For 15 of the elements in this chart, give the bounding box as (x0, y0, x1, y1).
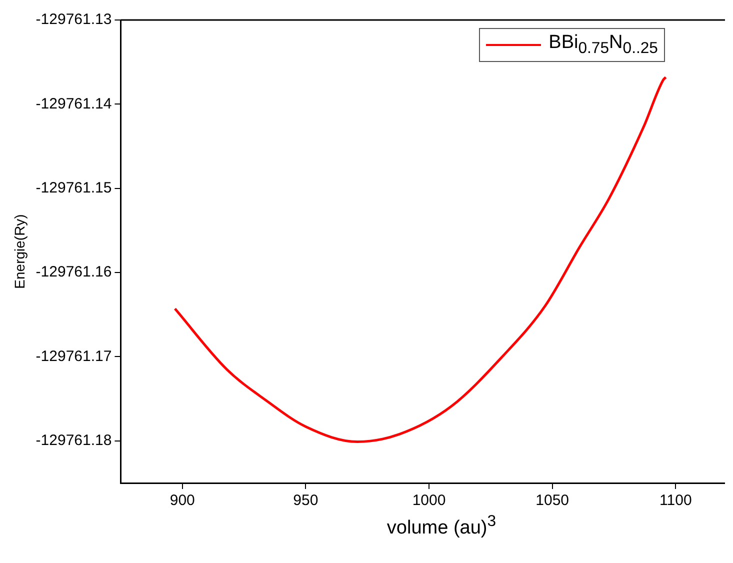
y-tick-label: -129761.16 (36, 264, 112, 281)
y-axis-title: Energie(Ry) (11, 214, 28, 289)
x-axis-title: volume (au)$^{3}$ (386, 513, 498, 540)
x-tick-label: 1100 (660, 492, 692, 510)
line-series (174, 76, 668, 443)
y-tick-label: -129761.17 (36, 348, 112, 365)
legend-label: BBi$_{0.75}$N$_{0..25}$ (548, 32, 658, 58)
x-tick-label: 1000 (412, 492, 446, 510)
x-tick-label: 1050 (536, 492, 570, 510)
y-tick-label: -129761.18 (36, 432, 112, 450)
y-tick-label: -129761.14 (36, 95, 112, 112)
x-tick-label: 950 (293, 492, 318, 510)
y-tick-label: -129761.13 (36, 11, 112, 28)
y-tick-label: -129761.15 (36, 180, 112, 197)
x-tick-label: 900 (170, 492, 195, 510)
